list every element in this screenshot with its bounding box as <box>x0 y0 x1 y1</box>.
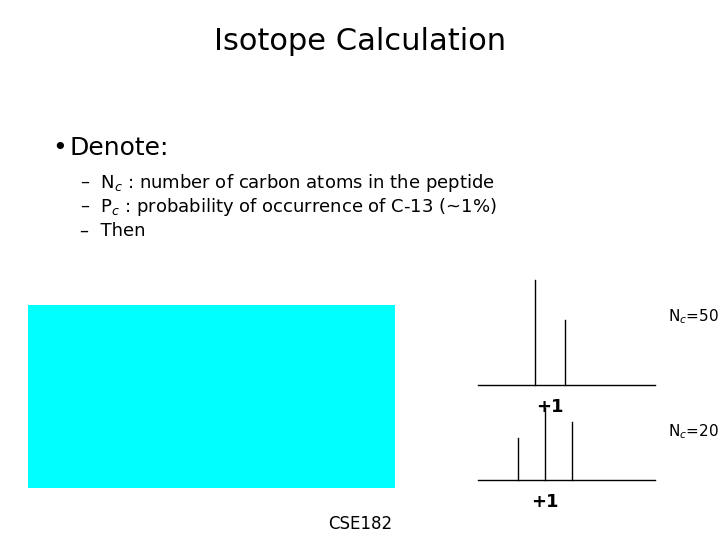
Text: –  P$_c$ : probability of occurrence of C-13 (~1%): – P$_c$ : probability of occurrence of C… <box>80 196 497 218</box>
Text: +1: +1 <box>531 493 559 511</box>
Bar <box>28 305 395 488</box>
Text: CSE182: CSE182 <box>328 515 392 533</box>
Text: Denote:: Denote: <box>70 136 169 160</box>
Text: +1: +1 <box>536 398 564 416</box>
Text: •: • <box>52 136 67 160</box>
Text: Isotope Calculation: Isotope Calculation <box>214 28 506 57</box>
Text: –  N$_c$ : number of carbon atoms in the peptide: – N$_c$ : number of carbon atoms in the … <box>80 172 495 194</box>
Text: N$_c$=200: N$_c$=200 <box>668 423 720 441</box>
Text: –  Then: – Then <box>80 222 145 240</box>
Text: N$_c$=50: N$_c$=50 <box>668 308 719 326</box>
